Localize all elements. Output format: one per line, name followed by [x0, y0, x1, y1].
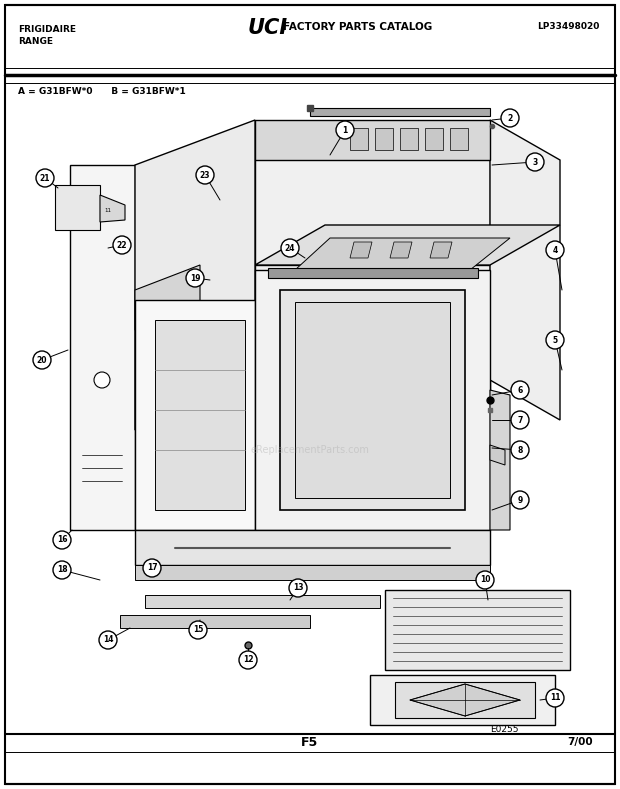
Polygon shape [430, 242, 452, 258]
Polygon shape [425, 128, 443, 150]
Text: 22: 22 [117, 241, 127, 249]
Polygon shape [490, 120, 560, 420]
Text: 9: 9 [517, 495, 523, 504]
Circle shape [189, 621, 207, 639]
Text: F5: F5 [301, 735, 319, 749]
Polygon shape [135, 565, 490, 580]
Circle shape [99, 631, 117, 649]
Text: 3: 3 [533, 158, 538, 166]
Text: 7: 7 [517, 416, 523, 424]
Circle shape [546, 689, 564, 707]
Polygon shape [255, 270, 490, 530]
Polygon shape [295, 238, 510, 270]
Circle shape [186, 269, 204, 287]
Polygon shape [395, 682, 535, 718]
Text: 1: 1 [342, 125, 348, 134]
Circle shape [239, 651, 257, 669]
Text: 20: 20 [37, 356, 47, 365]
Text: 14: 14 [103, 635, 113, 645]
Polygon shape [410, 684, 520, 716]
Polygon shape [310, 108, 490, 116]
Polygon shape [135, 530, 490, 565]
Text: 7/00: 7/00 [567, 737, 593, 747]
Circle shape [36, 169, 54, 187]
Text: 18: 18 [56, 566, 68, 574]
Text: RANGE: RANGE [18, 37, 53, 46]
Circle shape [501, 109, 519, 127]
Polygon shape [255, 120, 490, 160]
Polygon shape [490, 390, 510, 530]
Circle shape [113, 236, 131, 254]
Polygon shape [55, 185, 100, 230]
Polygon shape [370, 675, 555, 725]
Circle shape [281, 239, 299, 257]
Polygon shape [255, 225, 560, 265]
Polygon shape [100, 195, 125, 222]
Circle shape [546, 241, 564, 259]
Polygon shape [135, 120, 255, 430]
Circle shape [336, 121, 354, 139]
Polygon shape [255, 122, 490, 390]
Polygon shape [400, 128, 418, 150]
Polygon shape [350, 128, 368, 150]
Polygon shape [120, 615, 310, 628]
Polygon shape [375, 128, 393, 150]
Text: UCI: UCI [248, 18, 288, 38]
Text: FRIGIDAIRE: FRIGIDAIRE [18, 25, 76, 34]
Text: 13: 13 [293, 584, 303, 593]
Polygon shape [490, 445, 505, 465]
Polygon shape [390, 242, 412, 258]
Circle shape [33, 351, 51, 369]
Circle shape [196, 166, 214, 184]
Text: 12: 12 [243, 656, 253, 664]
Circle shape [511, 411, 529, 429]
Polygon shape [295, 302, 450, 498]
Circle shape [53, 561, 71, 579]
Text: A = G31BFW*0      B = G31BFW*1: A = G31BFW*0 B = G31BFW*1 [18, 87, 186, 96]
Text: eReplacementParts.com: eReplacementParts.com [250, 445, 370, 455]
Text: 2: 2 [507, 114, 513, 122]
Text: FACTORY PARTS CATALOG: FACTORY PARTS CATALOG [283, 22, 432, 32]
Text: 23: 23 [200, 170, 210, 180]
Text: 16: 16 [57, 536, 67, 544]
Text: E0255: E0255 [490, 725, 518, 734]
Polygon shape [155, 320, 245, 510]
Text: 15: 15 [193, 626, 203, 634]
Text: 19: 19 [190, 274, 200, 282]
Text: 10: 10 [480, 575, 490, 585]
Text: 24: 24 [285, 244, 295, 252]
Text: 21: 21 [40, 174, 50, 182]
Text: 17: 17 [147, 563, 157, 573]
Circle shape [289, 579, 307, 597]
Polygon shape [350, 242, 372, 258]
Polygon shape [280, 290, 465, 510]
Polygon shape [145, 595, 380, 608]
Circle shape [94, 372, 110, 388]
Polygon shape [135, 265, 200, 330]
Text: 4: 4 [552, 245, 557, 255]
Polygon shape [268, 268, 478, 278]
Circle shape [476, 571, 494, 589]
Polygon shape [450, 128, 468, 150]
Text: 8: 8 [517, 446, 523, 454]
Circle shape [511, 491, 529, 509]
Text: LP33498020: LP33498020 [538, 22, 600, 31]
Circle shape [53, 531, 71, 549]
Polygon shape [385, 590, 570, 670]
Text: 11: 11 [105, 208, 112, 212]
Polygon shape [70, 165, 135, 530]
Polygon shape [135, 300, 255, 530]
Circle shape [546, 331, 564, 349]
Circle shape [143, 559, 161, 577]
Circle shape [511, 441, 529, 459]
Text: 5: 5 [552, 335, 557, 345]
Text: 11: 11 [550, 694, 560, 702]
Circle shape [511, 381, 529, 399]
Text: 6: 6 [517, 386, 523, 394]
Circle shape [526, 153, 544, 171]
